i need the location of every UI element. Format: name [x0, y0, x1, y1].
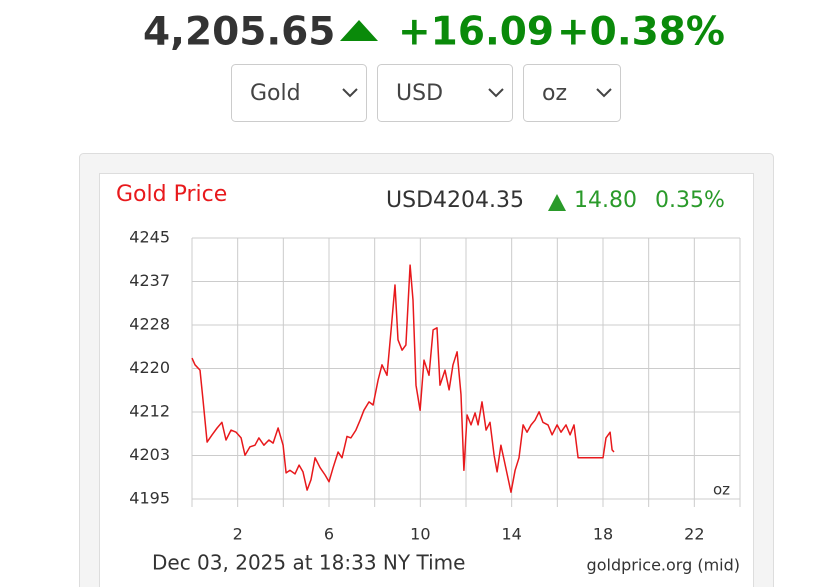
x-tick-label: 6 [324, 525, 334, 544]
y-tick-label: 4228 [129, 315, 170, 334]
quote: USD4204.35 [386, 188, 524, 213]
select-text: Gold [250, 81, 301, 106]
currency-select[interactable]: USD [377, 64, 513, 122]
select-text: USD [396, 81, 443, 106]
y-tick-label: 4245 [129, 228, 170, 247]
select-text: oz [542, 81, 567, 106]
change-pct: +0.38% [557, 10, 725, 55]
y-tick-label: 4237 [129, 271, 170, 290]
chevron [596, 88, 612, 98]
unit-select[interactable]: oz [523, 64, 621, 122]
select-box [377, 64, 513, 122]
price-line [191, 264, 615, 493]
y-tick-label: 4220 [129, 358, 170, 377]
chevron [488, 88, 504, 98]
change: +16.09 [398, 10, 554, 55]
up-arrow [340, 20, 378, 41]
chart: Gold Price USD4204.35 14.80 0.35% oz Dec… [116, 182, 740, 575]
x-tick-label: 2 [233, 525, 243, 544]
footer: Dec 03, 2025 at 18:33 NY Time [152, 551, 465, 575]
quote-arrow [548, 194, 566, 211]
x-tick-label: 14 [501, 525, 521, 544]
quote-change-pct: 0.35% [655, 188, 725, 213]
x-tick-label: 18 [593, 525, 613, 544]
chart-box [99, 173, 754, 587]
x-tick-label: 22 [684, 525, 704, 544]
select-box [523, 64, 621, 122]
quote-change: 14.80 [574, 188, 637, 213]
select-box [231, 64, 367, 122]
unit-label: oz [713, 481, 730, 499]
y-tick-label: 4203 [129, 445, 170, 464]
source: goldprice.org (mid) [587, 556, 740, 575]
metal-select[interactable]: Gold [231, 64, 367, 122]
chevron [342, 88, 358, 98]
price: 4,205.65 [143, 10, 335, 55]
y-tick-label: 4195 [129, 489, 170, 508]
y-tick-label: 4212 [129, 401, 170, 420]
chart-title: Gold Price [116, 182, 227, 207]
x-tick-label: 10 [410, 525, 430, 544]
